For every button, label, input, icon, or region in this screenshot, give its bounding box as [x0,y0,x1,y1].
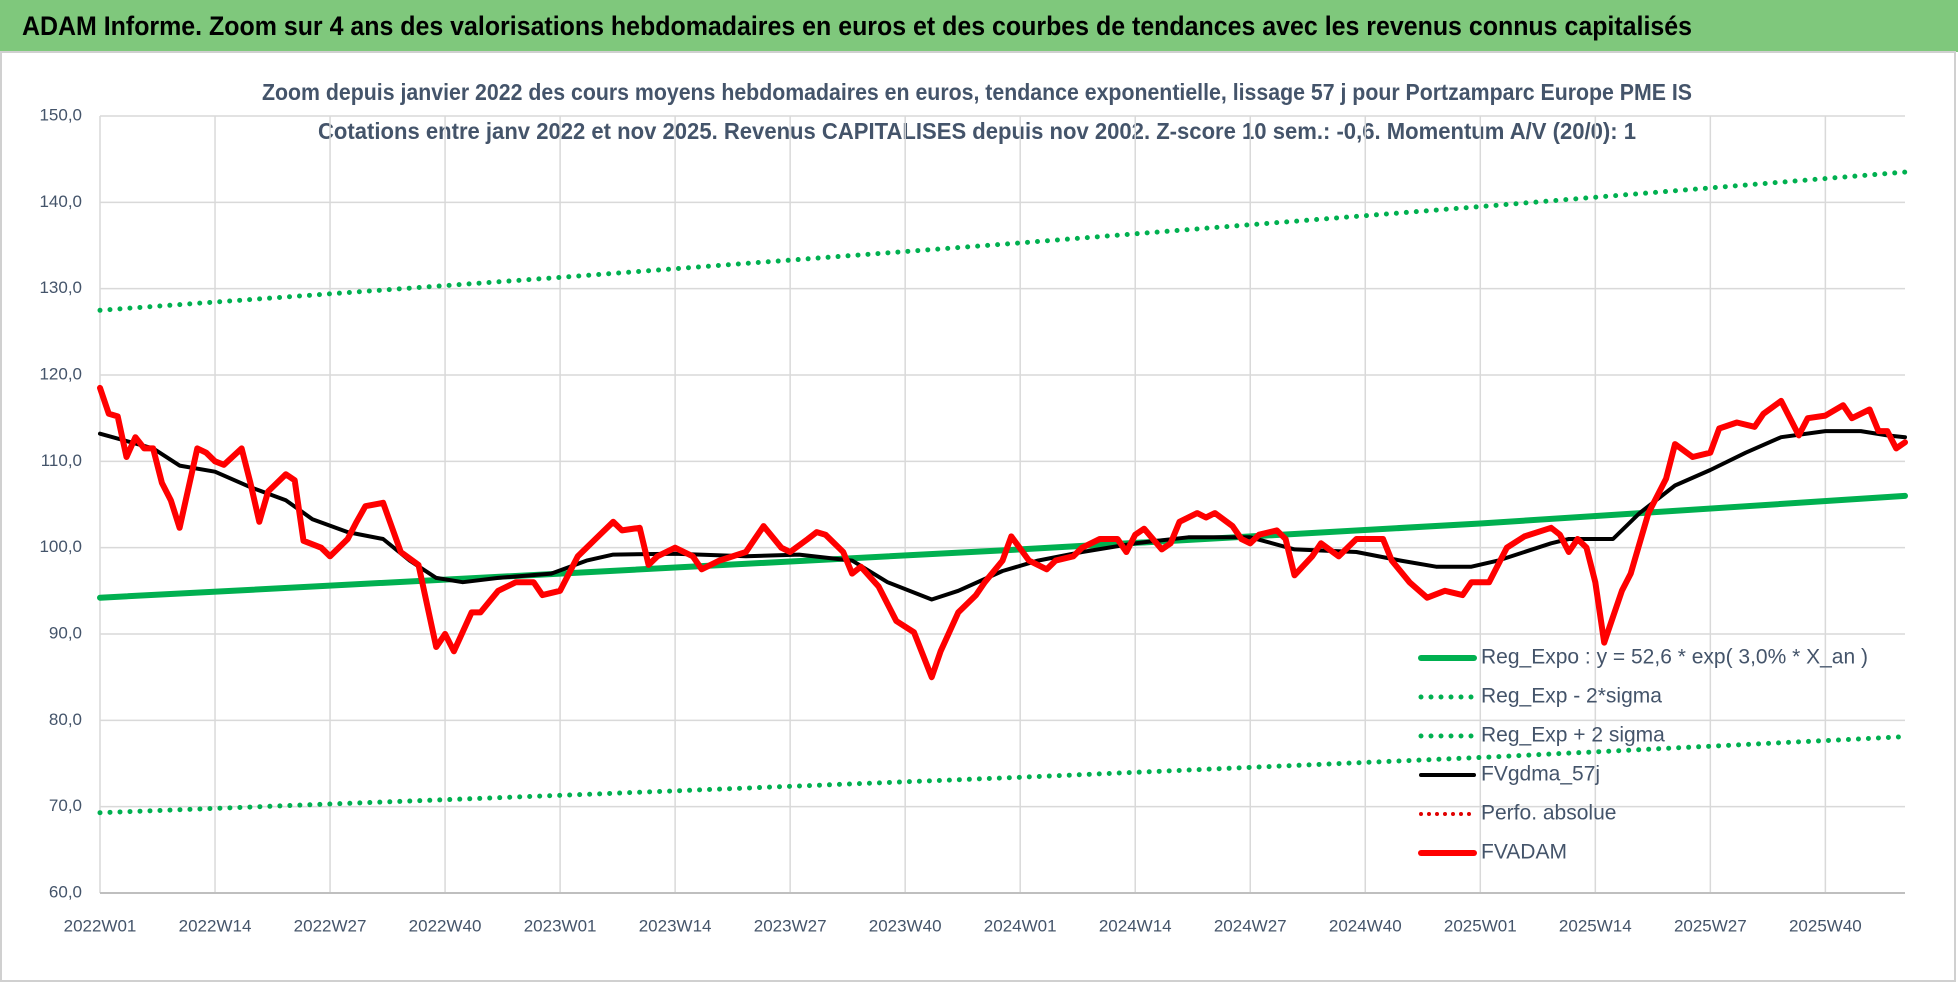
x-tick-label: 2024W27 [1214,916,1287,935]
y-tick-label: 150,0 [39,105,82,124]
legend-label: Reg_Expo : y = 52,6 * exp( 3,0% * X_an ) [1481,646,1868,669]
chart-title: Zoom depuis janvier 2022 des cours moyen… [262,79,1692,105]
chart-subtitle: Cotations entre janv 2022 et nov 2025. R… [318,118,1636,144]
x-tick-label: 2024W14 [1099,916,1172,935]
series-line [97,169,1908,313]
x-tick-label: 2024W40 [1329,916,1402,935]
legend-label: FVgdma_57j [1481,763,1600,786]
x-tick-label: 2025W40 [1789,916,1862,935]
y-tick-label: 120,0 [39,364,82,383]
legend-label: Reg_Exp - 2*sigma [1481,685,1662,708]
chart-frame [0,51,1956,982]
y-tick-label: 90,0 [49,623,82,642]
legend-label: Perfo. absolue [1481,802,1616,825]
x-tick-label: 2025W01 [1444,916,1517,935]
x-tick-label: 2022W40 [409,916,482,935]
x-tick-label: 2025W14 [1559,916,1632,935]
y-tick-label: 100,0 [39,537,82,556]
header-title: ADAM Informe. Zoom sur 4 ans des valoris… [22,11,1692,41]
x-tick-label: 2023W27 [754,916,827,935]
x-tick-label: 2022W14 [179,916,252,935]
x-tick-label: 2023W14 [639,916,712,935]
y-tick-label: 70,0 [49,796,82,815]
legend: Reg_Expo : y = 52,6 * exp( 3,0% * X_an )… [1418,646,1868,864]
y-tick-label: 130,0 [39,278,82,297]
y-tick-label: 80,0 [49,710,82,729]
x-tick-label: 2024W01 [984,916,1057,935]
series-line [97,734,1908,816]
y-tick-label: 110,0 [41,451,82,470]
plot [97,169,1908,816]
legend-label: FVADAM [1481,841,1567,864]
legend-label: Reg_Exp + 2 sigma [1481,724,1665,747]
x-tick-label: 2022W01 [64,916,137,935]
y-tick-label: 60,0 [49,882,82,901]
x-tick-label: 2023W40 [869,916,942,935]
header-band [0,0,1958,52]
x-tick-label: 2022W27 [294,916,367,935]
x-tick-label: 2025W27 [1674,916,1747,935]
x-tick-label: 2023W01 [524,916,597,935]
series-line [97,384,1908,681]
y-tick-label: 140,0 [39,192,82,211]
